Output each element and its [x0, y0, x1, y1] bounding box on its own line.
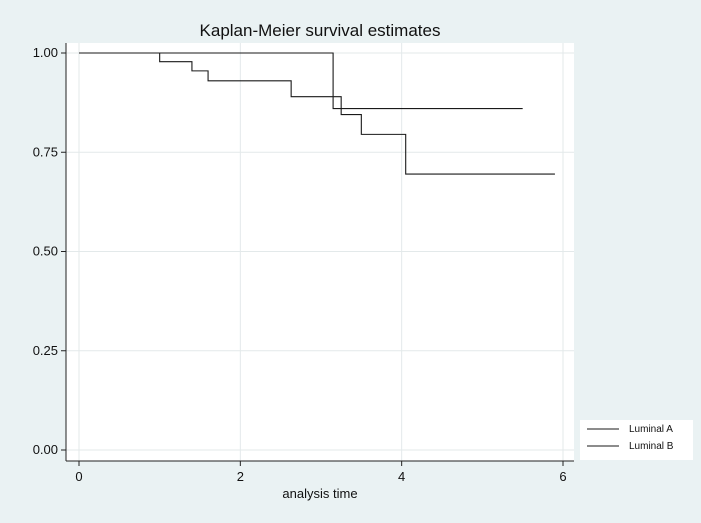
legend: Luminal A Luminal B — [580, 420, 693, 460]
x-tick-label: 6 — [559, 469, 566, 484]
x-axis-title: analysis time — [282, 486, 357, 501]
chart-title: Kaplan-Meier survival estimates — [200, 21, 441, 40]
x-tick-label: 0 — [75, 469, 82, 484]
y-tick-label: 0.75 — [33, 144, 58, 159]
x-tick-label: 4 — [398, 469, 405, 484]
series-layer — [79, 52, 555, 175]
y-tick-label: 0.25 — [33, 343, 58, 358]
y-tick-label: 0.50 — [33, 244, 58, 259]
axes-layer: 0.00 0.25 0.50 0.75 1.00 0 2 4 6 — [33, 43, 574, 484]
legend-label-luminal-b: Luminal B — [629, 441, 674, 452]
y-tick-label: 0.00 — [33, 442, 58, 457]
series-line-luminal-b — [79, 52, 555, 175]
legend-box — [580, 420, 693, 460]
series-line-luminal-a — [79, 52, 523, 110]
grid-layer — [66, 43, 574, 461]
y-tick-label: 1.00 — [33, 45, 58, 60]
x-tick-label: 2 — [237, 469, 244, 484]
legend-label-luminal-a: Luminal A — [629, 424, 673, 435]
